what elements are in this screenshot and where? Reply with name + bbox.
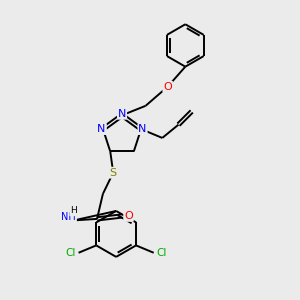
Text: N: N bbox=[97, 124, 106, 134]
Text: NH: NH bbox=[61, 212, 76, 222]
Text: O: O bbox=[163, 82, 172, 92]
Text: H: H bbox=[70, 206, 77, 215]
Text: Cl: Cl bbox=[157, 248, 167, 258]
Text: O: O bbox=[124, 211, 133, 221]
Text: N: N bbox=[97, 124, 106, 134]
Text: Cl: Cl bbox=[65, 248, 76, 258]
Text: S: S bbox=[110, 168, 117, 178]
Text: N: N bbox=[118, 109, 126, 119]
Text: N: N bbox=[138, 124, 147, 134]
